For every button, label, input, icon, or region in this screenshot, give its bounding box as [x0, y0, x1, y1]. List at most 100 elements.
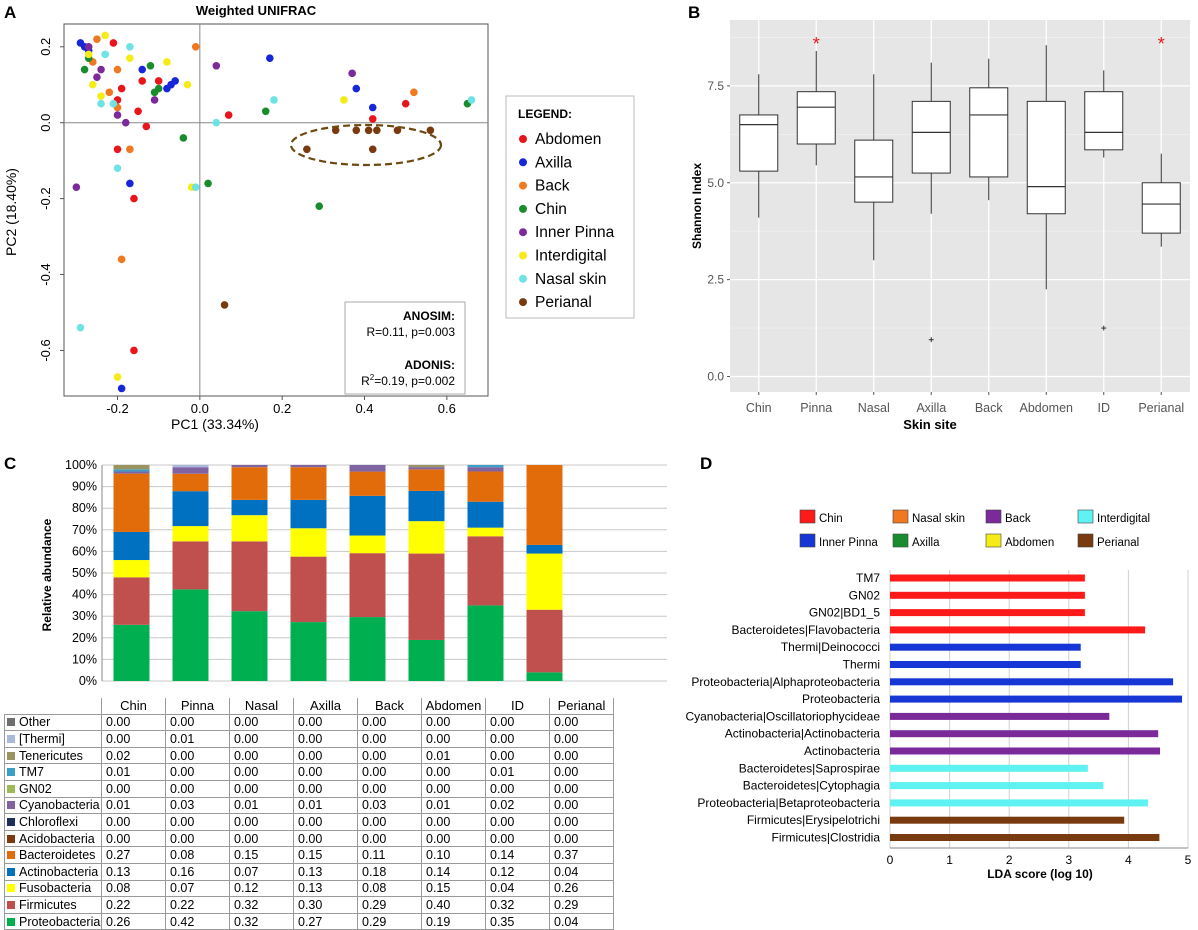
table-cell: 0.01: [165, 730, 230, 748]
table-row-label: Chloroflexi: [4, 813, 102, 831]
lda-bar-chin: [890, 609, 1085, 617]
panel-d-xtick-label: 2: [1006, 853, 1013, 867]
panel-b-xtick-label: Chin: [746, 401, 772, 415]
lda-bar-label: Firmicutes|Erysipelotrichi: [747, 813, 880, 827]
legend-label-abdomen: Abdomen: [535, 131, 601, 148]
stacked-segment-firmicutes: [526, 609, 563, 673]
lda-bar-inner-pinna: [890, 661, 1081, 668]
panel-letter-c: C: [4, 454, 17, 473]
table-cell: 0.00: [229, 829, 294, 848]
legend-marker-inner-pinna: [519, 228, 527, 237]
panel-d-legend-swatch: [1077, 533, 1094, 548]
lda-bar-label: Bacteroidetes|Flavobacteria: [731, 623, 880, 637]
legend-marker-abdomen: [519, 135, 527, 143]
adonis-r-symbol: R: [361, 374, 370, 388]
table-cell: 0.00: [101, 829, 166, 848]
table-cell: 0.37: [549, 846, 614, 864]
table-cell: 0.00: [165, 779, 230, 798]
panel-d-legend-swatch: [1077, 509, 1094, 524]
scatter-point-abdomen: [130, 346, 138, 355]
scatter-point-inner-pinna: [72, 183, 81, 192]
perianal-cluster-ellipse: [289, 123, 443, 167]
scatter-point-axilla: [126, 179, 134, 188]
panel-b-boxes: * *: [739, 34, 1181, 343]
box-iqr: [796, 91, 836, 145]
scatter-point-abdomen: [154, 77, 163, 85]
stacked-segment-bacteroidetes: [231, 467, 268, 500]
table-cell: 0.22: [101, 896, 166, 914]
scatter-point-inner-pinna: [113, 111, 122, 119]
panel-b-xtick-label: ID: [1098, 401, 1111, 415]
table-column-header: Axilla: [293, 698, 358, 715]
scatter-point-interdigital: [89, 80, 97, 89]
scatter-point-back: [113, 65, 122, 74]
table-cell: 0.00: [357, 829, 422, 848]
scatter-point-perianal: [220, 301, 229, 309]
stacked-segment-proteobacteria: [349, 617, 386, 681]
table-row: Tenericutes 0.02 0.00 0.00 0.00 0.00 0.01 0.00 0…: [4, 746, 614, 765]
panel-a-ytick-label: -0.6: [38, 339, 53, 361]
lda-bar-label: Proteobacteria|Alphaproteobacteria: [691, 675, 880, 689]
panel-b-xtick-label: Abdomen: [1019, 401, 1073, 415]
lda-bar-back: [890, 712, 1110, 720]
table-cell: 0.42: [165, 912, 230, 930]
panel-d-legend-label: Axilla: [912, 537, 940, 549]
stacked-segment-cyanobacteria: [290, 465, 327, 468]
stacked-segment-proteobacteria: [290, 622, 327, 681]
table-cell: 0.13: [293, 862, 358, 881]
table-row-label: Fusobacteria: [4, 879, 102, 898]
table-cell: 0.00: [357, 713, 422, 732]
table-cell: 0.00: [293, 763, 358, 781]
lda-bar-label: Proteobacteria|Betaproteobacteria: [697, 796, 880, 810]
table-row-label: Bacteroidetes: [4, 846, 102, 864]
table-row: Proteobacteria 0.26 0.42 0.32 0.27 0.29 0.19 0.…: [4, 912, 614, 930]
stacked-segment-proteobacteria: [172, 589, 209, 681]
lda-bar-perianal: [890, 816, 1125, 824]
table-cell: 0.00: [549, 763, 614, 781]
legend-label-perianal: Perianal: [535, 294, 592, 311]
legend-marker-axilla: [519, 158, 527, 167]
stacked-segment-fusobacteria: [467, 527, 504, 537]
table-column-header: Back: [357, 698, 422, 715]
table-row-name: Other: [19, 715, 51, 730]
scatter-point-abdomen: [142, 122, 151, 131]
stacked-segment-bacteroidetes: [290, 467, 327, 500]
table-cell: 0.00: [485, 829, 550, 848]
stacked-segment-actinobacteria: [172, 491, 209, 527]
stacked-segment-actinobacteria: [231, 499, 268, 516]
table-row-swatch: [7, 751, 15, 760]
scatter-point-inner-pinna: [150, 96, 159, 104]
table-cell: 0.00: [165, 829, 230, 848]
table-row-label: TM7: [4, 763, 102, 781]
panel-c-ytick-label: 70%: [72, 523, 97, 537]
panel-b-xtick-label: Nasal: [858, 401, 890, 415]
panel-d-legend-swatch: [892, 533, 909, 548]
table-row-swatch: [7, 917, 15, 926]
table-corner-cell: [4, 698, 102, 715]
table-row-label: Cyanobacteria: [4, 796, 102, 815]
table-cell: 0.00: [101, 730, 166, 748]
stacked-segment-fusobacteria: [526, 553, 563, 610]
table-column-header: Pinna: [165, 698, 230, 715]
table-row-label: GN02: [4, 779, 102, 798]
table-row-label: Acidobacteria: [4, 829, 102, 848]
table-cell: 0.11: [357, 846, 422, 864]
stacked-segment-firmicutes: [467, 536, 504, 606]
panel-a-scatter: Weighted UNIFRAC -0.2 0.0 0.2 0.4 0.60.20.0-…: [3, 3, 635, 432]
lda-bar-label: TM7: [856, 571, 880, 585]
stacked-segment-cyanobacteria: [172, 467, 209, 474]
scatter-point-nasal-skin: [126, 42, 134, 51]
table-cell: 0.10: [421, 846, 486, 864]
panel-a-title: Weighted UNIFRAC: [196, 3, 317, 18]
table-row-label: Firmicutes: [4, 896, 102, 914]
scatter-point-perianal: [331, 126, 340, 135]
table-cell: 0.00: [165, 713, 230, 732]
table-cell: 0.02: [101, 746, 166, 765]
stacked-segment-tm7: [113, 469, 150, 472]
table-cell: 0.00: [357, 746, 422, 765]
legend-label-interdigital: Interdigital: [535, 248, 607, 265]
lda-bar-label: Firmicutes|Clostridia: [772, 831, 881, 845]
table-row-label: Other: [4, 713, 102, 732]
table-cell: 0.01: [101, 796, 166, 815]
table-cell: 0.00: [549, 796, 614, 815]
